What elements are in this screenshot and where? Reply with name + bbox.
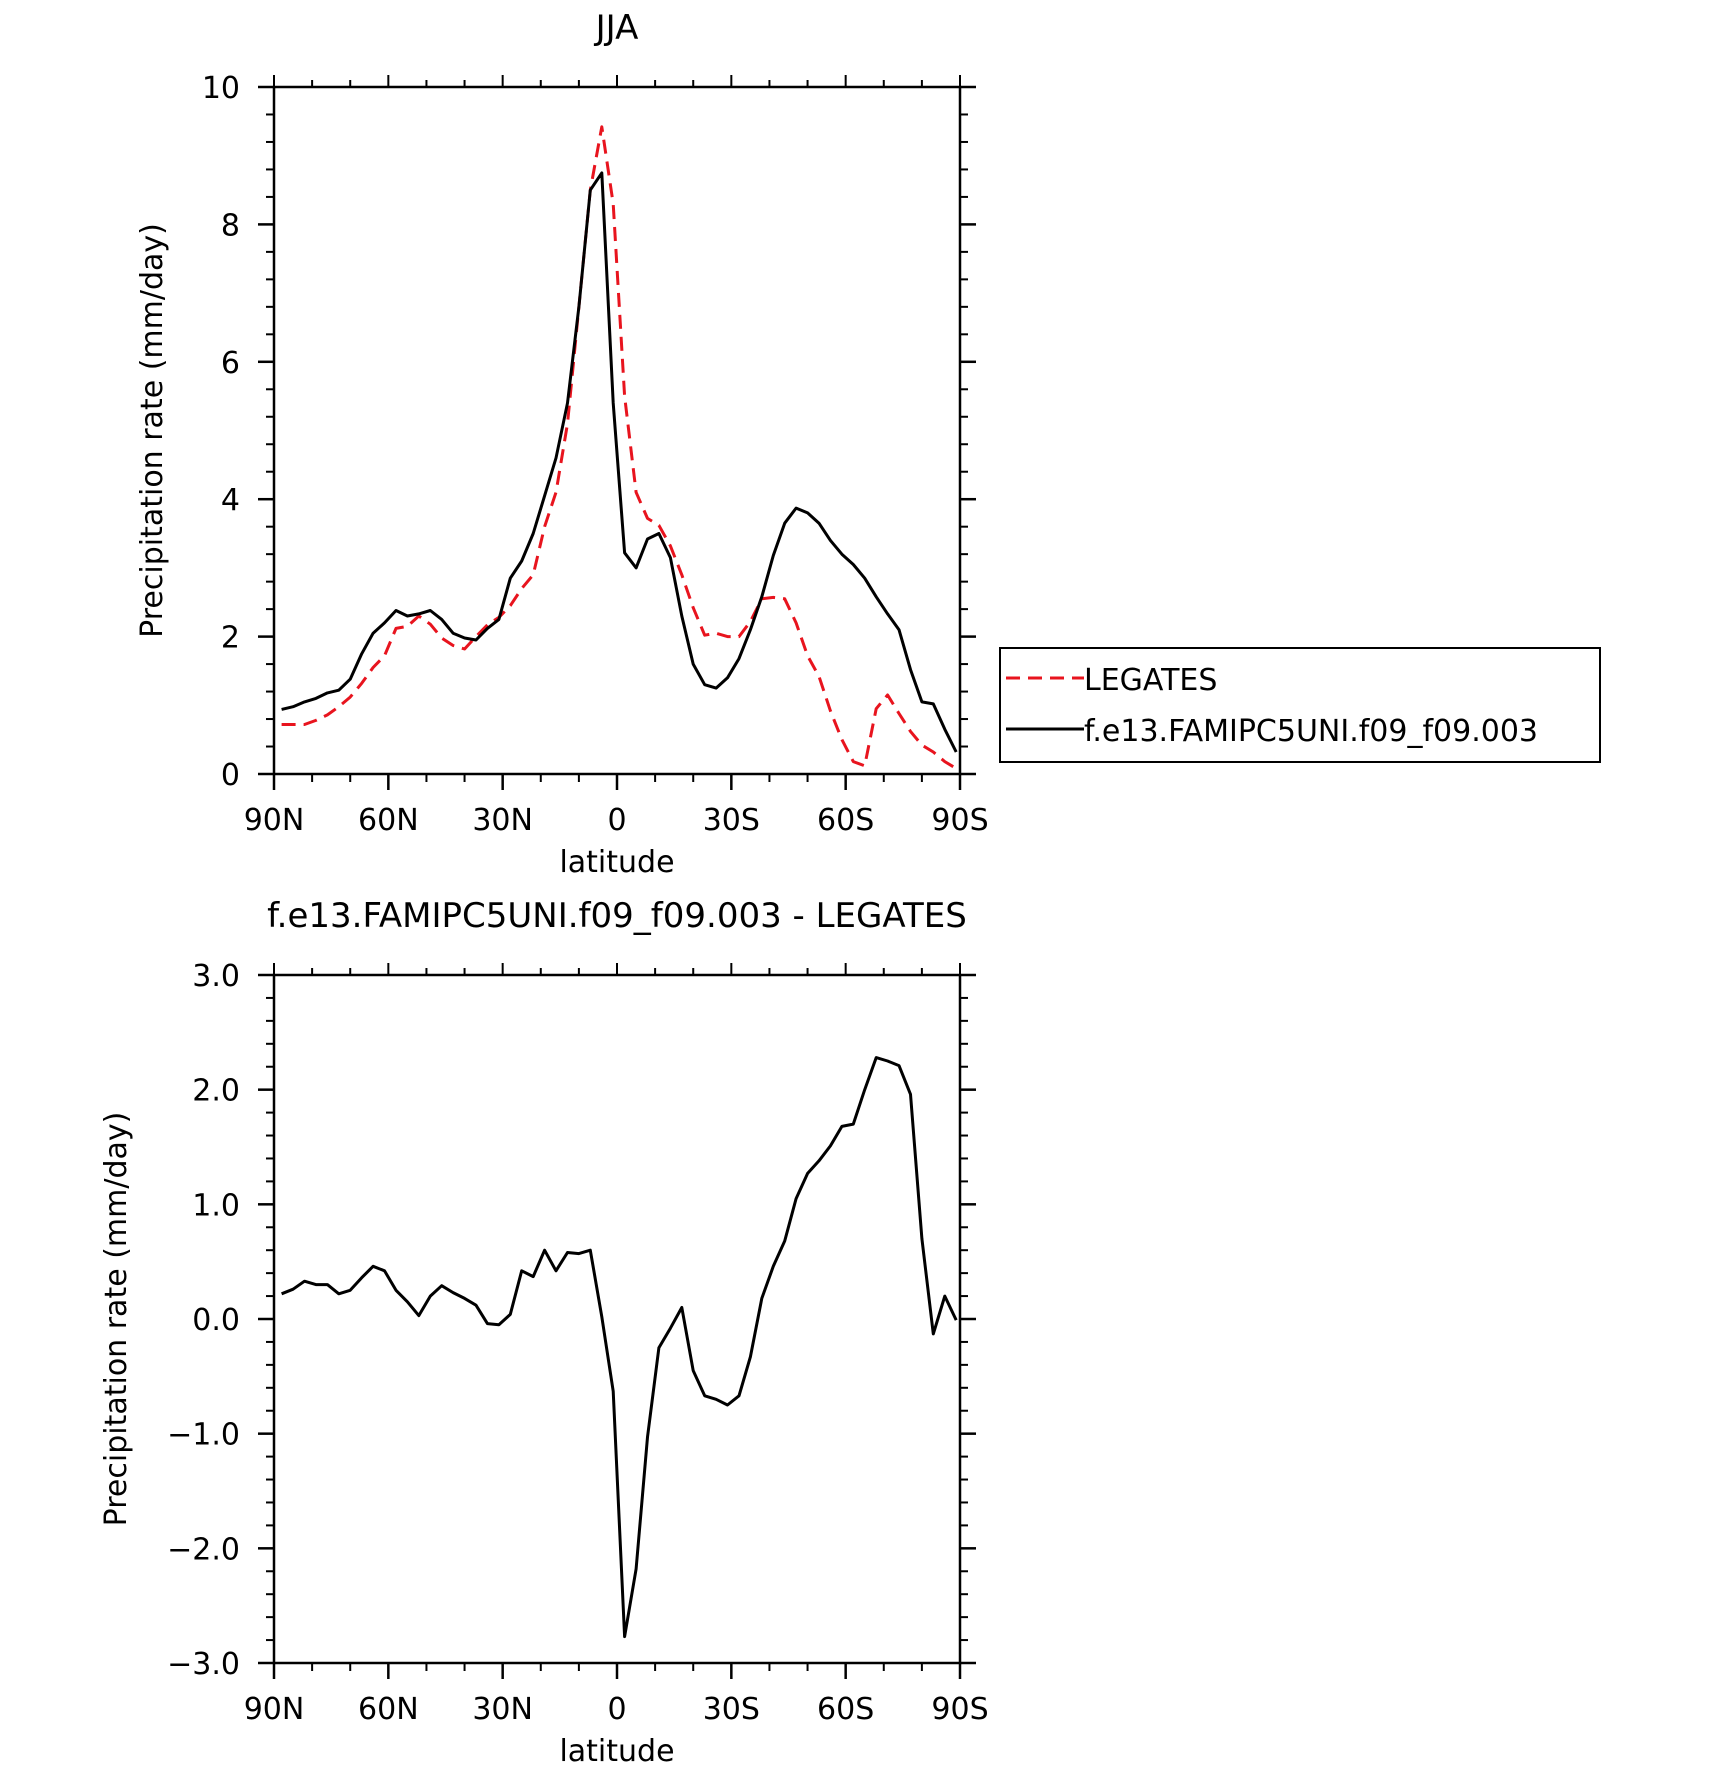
series-line-0 — [281, 125, 957, 770]
x-tick-label: 0 — [607, 1692, 626, 1727]
x-axis-label: latitude — [559, 845, 674, 880]
y-tick-label: 6 — [221, 346, 240, 381]
plot-frame — [272, 85, 962, 776]
x-tick-label: 90N — [244, 1692, 305, 1727]
y-tick-label: 2.0 — [192, 1074, 240, 1109]
x-tick-label: 30S — [703, 803, 760, 838]
y-axis-label: Precipitation rate (mm/day) — [135, 223, 170, 638]
x-tick-label: 30N — [472, 803, 533, 838]
y-tick-label: 0.0 — [192, 1303, 240, 1338]
y-axis-label: Precipitation rate (mm/day) — [99, 1112, 134, 1527]
y-tick-label: 2 — [221, 621, 240, 656]
x-tick-label: 90N — [244, 803, 305, 838]
y-tick-label: 8 — [221, 208, 240, 243]
series-line-1 — [281, 171, 958, 753]
y-tick-label: 10 — [202, 71, 240, 106]
x-tick-label: 30N — [472, 1692, 533, 1727]
y-tick-label: −2.0 — [167, 1532, 240, 1567]
y-tick-label: −1.0 — [167, 1418, 240, 1453]
legend-box — [999, 647, 1601, 763]
chart-title: f.e13.FAMIPC5UNI.f09_f09.003 - LEGATES — [267, 896, 967, 936]
x-tick-label: 90S — [931, 1692, 988, 1727]
x-tick-label: 60N — [358, 1692, 419, 1727]
x-tick-label: 0 — [607, 803, 626, 838]
x-axis-label: latitude — [559, 1734, 674, 1769]
chart-title: JJA — [594, 8, 639, 48]
x-tick-label: 30S — [703, 1692, 760, 1727]
y-tick-label: 3.0 — [192, 959, 240, 994]
x-tick-label: 60N — [358, 803, 419, 838]
legend-label-0: LEGATES — [1084, 663, 1217, 698]
x-tick-label: 90S — [931, 803, 988, 838]
y-tick-label: 0 — [221, 758, 240, 793]
legend-label-1: f.e13.FAMIPC5UNI.f09_f09.003 — [1084, 714, 1538, 749]
x-tick-label: 60S — [817, 1692, 874, 1727]
x-tick-label: 60S — [817, 803, 874, 838]
y-tick-label: 1.0 — [192, 1188, 240, 1223]
series-line-0 — [281, 1056, 958, 1639]
plot-frame — [272, 973, 962, 1665]
y-tick-label: 4 — [221, 483, 240, 518]
y-tick-label: −3.0 — [167, 1647, 240, 1682]
